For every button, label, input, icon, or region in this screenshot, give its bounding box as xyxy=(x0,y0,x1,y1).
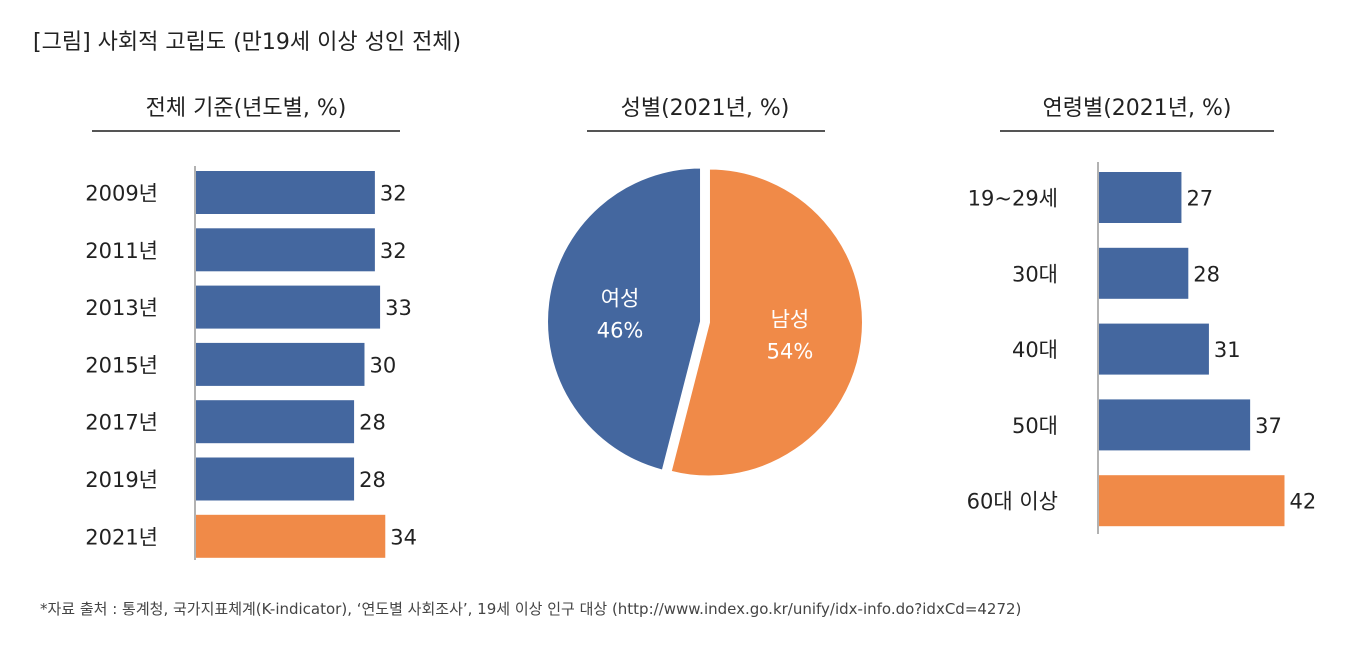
category-label: 2013년 xyxy=(85,296,158,320)
category-label: 40대 xyxy=(1012,338,1058,362)
category-label: 19~29세 xyxy=(968,187,1058,211)
bar xyxy=(1099,323,1209,375)
bar xyxy=(196,228,375,272)
gender-pie-chart: 성별(2021년, %) 남성 54% 여성 46% xyxy=(546,96,864,478)
bar xyxy=(196,342,365,386)
value-label: 28 xyxy=(359,411,386,435)
figure-title: [그림] 사회적 고립도 (만19세 이상 성인 전체) xyxy=(33,30,461,55)
category-label: 2015년 xyxy=(85,353,158,377)
category-label: 60대 이상 xyxy=(967,490,1058,514)
yearly-chart-title: 전체 기준(년도별, %) xyxy=(146,96,347,121)
value-label: 28 xyxy=(359,468,386,492)
bar xyxy=(196,400,355,444)
bar xyxy=(196,171,375,214)
value-label: 27 xyxy=(1186,187,1213,211)
category-label: 50대 xyxy=(1012,414,1058,438)
age-bar-chart: 연령별(2021년, %) 19~29세 27 30대 28 40대 31 50대 37 60대… xyxy=(967,96,1316,534)
bar xyxy=(196,285,381,329)
value-label: 34 xyxy=(390,525,417,549)
value-label: 28 xyxy=(1193,262,1220,286)
bar xyxy=(1099,475,1285,527)
slice-name: 여성 xyxy=(601,286,640,310)
value-label: 32 xyxy=(380,182,407,206)
bar xyxy=(1099,399,1251,451)
bar xyxy=(196,514,386,558)
category-label: 2019년 xyxy=(85,468,158,492)
gender-chart-title: 성별(2021년, %) xyxy=(621,96,790,121)
value-label: 33 xyxy=(385,296,412,320)
pie-slice xyxy=(669,167,864,478)
bar xyxy=(196,457,355,501)
slice-value: 54% xyxy=(767,340,814,364)
slice-value: 46% xyxy=(597,318,644,342)
value-label: 31 xyxy=(1214,338,1241,362)
bar xyxy=(1099,172,1182,223)
yearly-bar-chart: 전체 기준(년도별, %) 2009년 32 2011년 32 2013년 33 2015년… xyxy=(85,96,417,560)
source-note: *자료 출처 : 통계청, 국가지표체계(K-indicator), ‘연도별 … xyxy=(40,600,1021,618)
age-chart-title: 연령별(2021년, %) xyxy=(1042,96,1231,121)
value-label: 37 xyxy=(1255,414,1282,438)
category-label: 30대 xyxy=(1012,262,1058,286)
category-label: 2017년 xyxy=(85,411,158,435)
value-label: 30 xyxy=(369,353,396,377)
bar xyxy=(1099,247,1189,299)
category-label: 2009년 xyxy=(85,182,158,206)
value-label: 32 xyxy=(380,239,407,263)
slice-name: 남성 xyxy=(771,308,810,332)
category-label: 2021년 xyxy=(85,525,158,549)
category-label: 2011년 xyxy=(85,239,158,263)
pie-slice xyxy=(546,166,703,472)
value-label: 42 xyxy=(1289,490,1316,514)
